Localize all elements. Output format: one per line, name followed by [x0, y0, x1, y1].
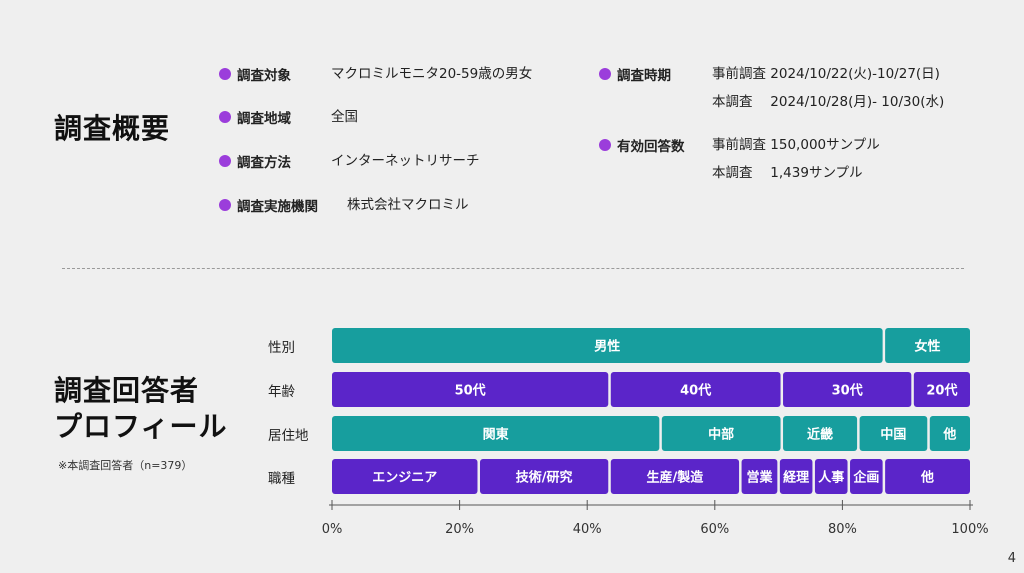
sample-note: ※本調査回答者（n=379）: [58, 459, 193, 472]
bar-segment-他: [929, 416, 970, 451]
bar-segment-label: 他: [920, 470, 934, 486]
bar-segment-営業: [741, 459, 778, 494]
x-tick-label: 40%: [573, 522, 602, 537]
bar-segment-技術/研究: [479, 459, 609, 494]
bar-segment-中部: [661, 416, 781, 451]
overview-item-1: 調査地域: [219, 107, 291, 127]
overview-item-value: 株式会社マクロミル: [347, 197, 469, 213]
bar-segment-label: 30代: [832, 383, 863, 399]
overview-item-label: 調査時期: [617, 68, 671, 84]
bar-segment-エンジニア: [332, 459, 478, 494]
bullet-dot-icon: [219, 155, 231, 167]
overview-item-value-line: 事前調査 150,000サンプル: [712, 137, 880, 153]
bar-segment-label: 中部: [708, 427, 734, 443]
overview-item-label: 調査地域: [237, 111, 291, 127]
bar-segment-label: 50代: [455, 383, 486, 399]
page-number: 4: [1007, 551, 1016, 566]
overview-item-label: 調査対象: [237, 68, 291, 84]
overview-item-value: インターネットリサーチ: [331, 153, 480, 169]
profile-title-line1: 調査回答者: [54, 374, 200, 407]
bar-segment-経理: [779, 459, 813, 494]
bar-segment-label: 関東: [483, 427, 509, 443]
bar-segment-label: 人事: [818, 470, 844, 486]
section-divider: [62, 268, 964, 269]
x-tick-label: 20%: [445, 522, 474, 537]
bullet-dot-icon: [219, 68, 231, 80]
bar-segment-label: 中国: [880, 427, 906, 443]
profile-title-line2: プロフィール: [54, 410, 228, 443]
bar-segment-人事: [814, 459, 848, 494]
bar-segment-label: 40代: [680, 383, 711, 399]
overview-item-0: 調査対象: [219, 64, 291, 84]
chart-row-label: 職種: [268, 471, 295, 487]
bar-segment-label: 経理: [783, 470, 809, 486]
bar-segment-label: 近畿: [807, 427, 833, 443]
overview-right-item-1: 有効回答数: [599, 135, 685, 155]
bar-segment-label: 営業: [746, 470, 773, 486]
bar-segment-label: 20代: [926, 383, 957, 399]
bullet-dot-icon: [219, 111, 231, 123]
overview-item-value-line: 事前調査 2024/10/22(火)-10/27(日): [712, 66, 940, 82]
bar-segment-label: 企画: [852, 470, 879, 486]
bar-segment-生産/製造: [610, 459, 740, 494]
overview-title: 調査概要: [54, 112, 171, 145]
overview-item-label: 有効回答数: [617, 139, 685, 155]
bar-segment-企画: [850, 459, 883, 494]
bar-segment-男性: [332, 328, 883, 363]
bar-segment-label: 生産/製造: [647, 470, 705, 486]
bar-segment-女性: [885, 328, 970, 363]
overview-right-item-0: 調査時期: [599, 64, 671, 84]
overview-item-label: 調査方法: [237, 155, 291, 171]
bar-segment-中国: [859, 416, 928, 451]
chart-row-label: 性別: [268, 340, 295, 356]
x-tick-label: 100%: [951, 522, 988, 537]
bar-segment-近畿: [783, 416, 858, 451]
bar-segment-50代: [332, 372, 609, 407]
x-tick-label: 80%: [828, 522, 857, 537]
x-tick-label: 60%: [700, 522, 729, 537]
bullet-dot-icon: [599, 68, 611, 80]
bar-segment-label: 男性: [594, 339, 620, 355]
bar-segment-label: 技術/研究: [516, 470, 573, 486]
bar-segment-他: [885, 459, 970, 494]
bar-segment-label: 女性: [915, 339, 941, 355]
x-tick-label: 0%: [322, 522, 343, 537]
chart-row-label: 居住地: [268, 428, 309, 444]
overview-item-3: 調査実施機関: [219, 195, 318, 215]
bar-segment-20代: [913, 372, 970, 407]
bar-segment-30代: [783, 372, 912, 407]
bar-segment-label: エンジニア: [372, 471, 437, 486]
overview-item-value-line: 本調査 1,439サンプル: [712, 165, 863, 181]
bar-segment-関東: [332, 416, 660, 451]
bullet-dot-icon: [599, 139, 611, 151]
chart-row-label: 年齢: [268, 384, 295, 400]
bar-segment-40代: [610, 372, 781, 407]
overview-item-value-line: 本調査 2024/10/28(月)- 10/30(水): [712, 94, 945, 110]
overview-item-2: 調査方法: [219, 151, 291, 171]
overview-item-value: マクロミルモニタ20-59歳の男女: [331, 66, 533, 82]
bullet-dot-icon: [219, 199, 231, 211]
overview-item-label: 調査実施機関: [237, 199, 318, 215]
bar-segment-label: 他: [942, 427, 956, 443]
overview-item-value: 全国: [331, 109, 358, 125]
